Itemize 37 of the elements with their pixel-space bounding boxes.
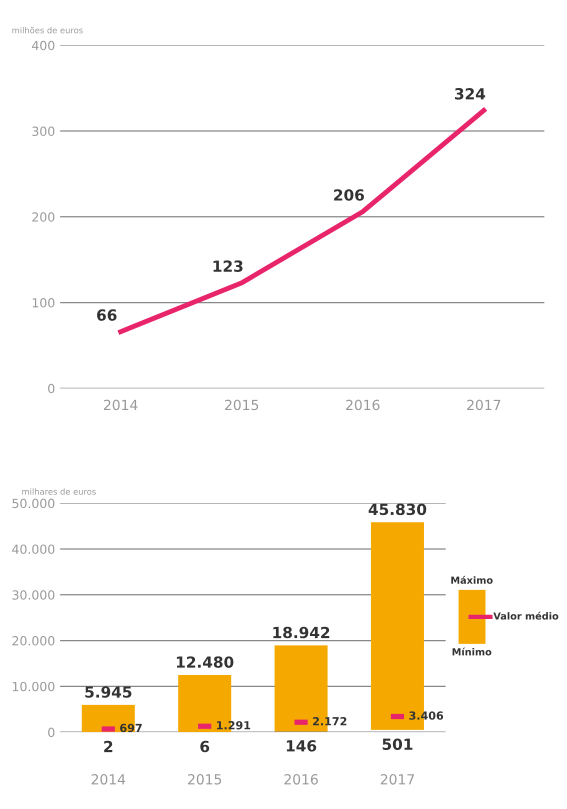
- data-label: 12.480: [176, 656, 234, 668]
- y-tick-label: 100: [32, 298, 54, 308]
- annotation: 2: [104, 740, 112, 752]
- x-tick-label: 2016: [284, 774, 318, 785]
- data-label: 18.942: [273, 626, 330, 638]
- y-axis-title: milhões de euros: [12, 26, 83, 34]
- text: Valor médio: [493, 612, 558, 620]
- x-tick-label: 2016: [346, 400, 380, 410]
- data-label: 206: [334, 189, 364, 201]
- data-label: 123: [214, 260, 243, 272]
- y-axis-title: milhares de euros: [22, 488, 96, 495]
- data-label: 5.945: [85, 686, 132, 698]
- y-tick-label: 10.000: [12, 682, 54, 692]
- y-tick-label: 0: [48, 728, 54, 738]
- line-series: [118, 108, 486, 334]
- annotation: 6: [200, 740, 210, 752]
- x-tick-label: 2017: [380, 774, 414, 785]
- data-label: 324: [454, 88, 486, 100]
- x-tick-label: 2014: [92, 774, 126, 785]
- y-tick-label: 40.000: [12, 544, 54, 554]
- y-tick-label: 300: [32, 126, 54, 136]
- text: Mínimo: [452, 648, 492, 656]
- y-tick-label: 20.000: [12, 636, 54, 646]
- y-tick-label: 50.000: [12, 498, 54, 508]
- annotation: 501: [382, 738, 412, 750]
- y-tick-label: 400: [32, 40, 54, 50]
- data-label: 66: [97, 309, 117, 321]
- x-tick-label: 2015: [225, 400, 258, 410]
- y-tick-label: 200: [32, 212, 54, 222]
- text: Máximo: [451, 576, 493, 584]
- y-tick-label: 30.000: [12, 590, 54, 600]
- data-label: 45.830: [368, 504, 426, 516]
- x-tick-label: 2014: [104, 400, 138, 410]
- x-tick-label: 2015: [188, 774, 222, 785]
- annotation: 146: [286, 740, 316, 752]
- x-tick-label: 2017: [467, 400, 500, 410]
- y-tick-label: 0: [48, 384, 54, 394]
